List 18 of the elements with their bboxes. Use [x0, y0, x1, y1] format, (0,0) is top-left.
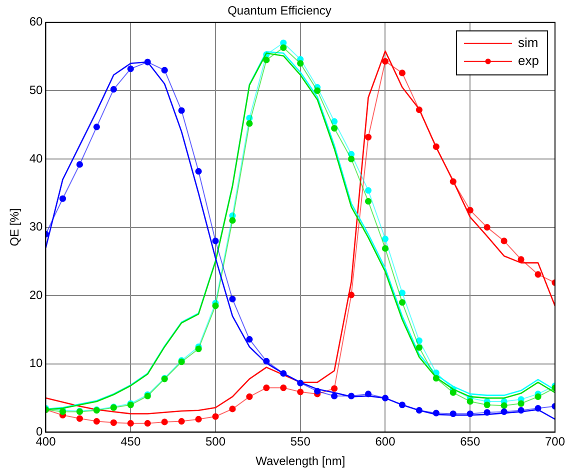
x-tick-label: 450	[120, 434, 141, 449]
x-tick-label: 550	[290, 434, 311, 449]
x-tick-label: 500	[205, 434, 226, 449]
y-tick-label: 30	[29, 220, 44, 234]
y-tick-label: 60	[29, 14, 44, 29]
y-tick-label: 10	[29, 356, 44, 370]
x-tick-label: 600	[375, 434, 396, 449]
x-axis-title: Wavelength [nm]	[256, 454, 346, 468]
legend-label: sim	[518, 34, 538, 50]
x-tick-label: 650	[460, 434, 480, 449]
y-tick-label: 20	[29, 288, 44, 302]
x-tick-label: 400	[36, 434, 56, 449]
y-tick-label: 50	[29, 83, 44, 98]
x-tick-label: 700	[544, 434, 566, 449]
y-axis-title: QE [%]	[8, 208, 22, 246]
chart-title: Quantum Efficiency	[228, 4, 332, 18]
y-tick-label: 40	[29, 151, 44, 166]
legend-label: exp	[518, 52, 540, 68]
